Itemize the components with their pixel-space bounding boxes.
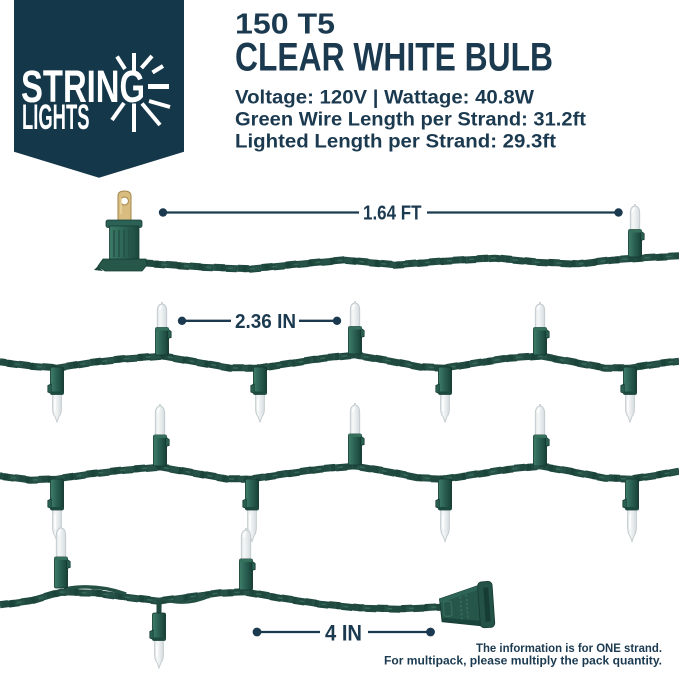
svg-text:Voltage: 120V | Wattage: 40.8W: Voltage: 120V | Wattage: 40.8W <box>235 88 534 109</box>
svg-text:The information is for ONE str: The information is for ONE strand. <box>476 641 662 655</box>
svg-text:4 IN: 4 IN <box>325 620 362 645</box>
svg-text:150 T5: 150 T5 <box>235 8 335 40</box>
svg-text:LIGHTS: LIGHTS <box>22 97 90 137</box>
svg-text:For multipack, please multiply: For multipack, please multiply the pack … <box>384 654 662 668</box>
svg-text:CLEAR WHITE BULB: CLEAR WHITE BULB <box>235 36 553 80</box>
svg-text:Lighted Length per Strand: 29.: Lighted Length per Strand: 29.3ft <box>235 132 557 153</box>
svg-text:2.36 IN: 2.36 IN <box>235 311 296 333</box>
svg-text:1.64 FT: 1.64 FT <box>363 203 422 225</box>
svg-text:Green Wire Length per Strand:: Green Wire Length per Strand: 31.2ft <box>235 109 587 130</box>
